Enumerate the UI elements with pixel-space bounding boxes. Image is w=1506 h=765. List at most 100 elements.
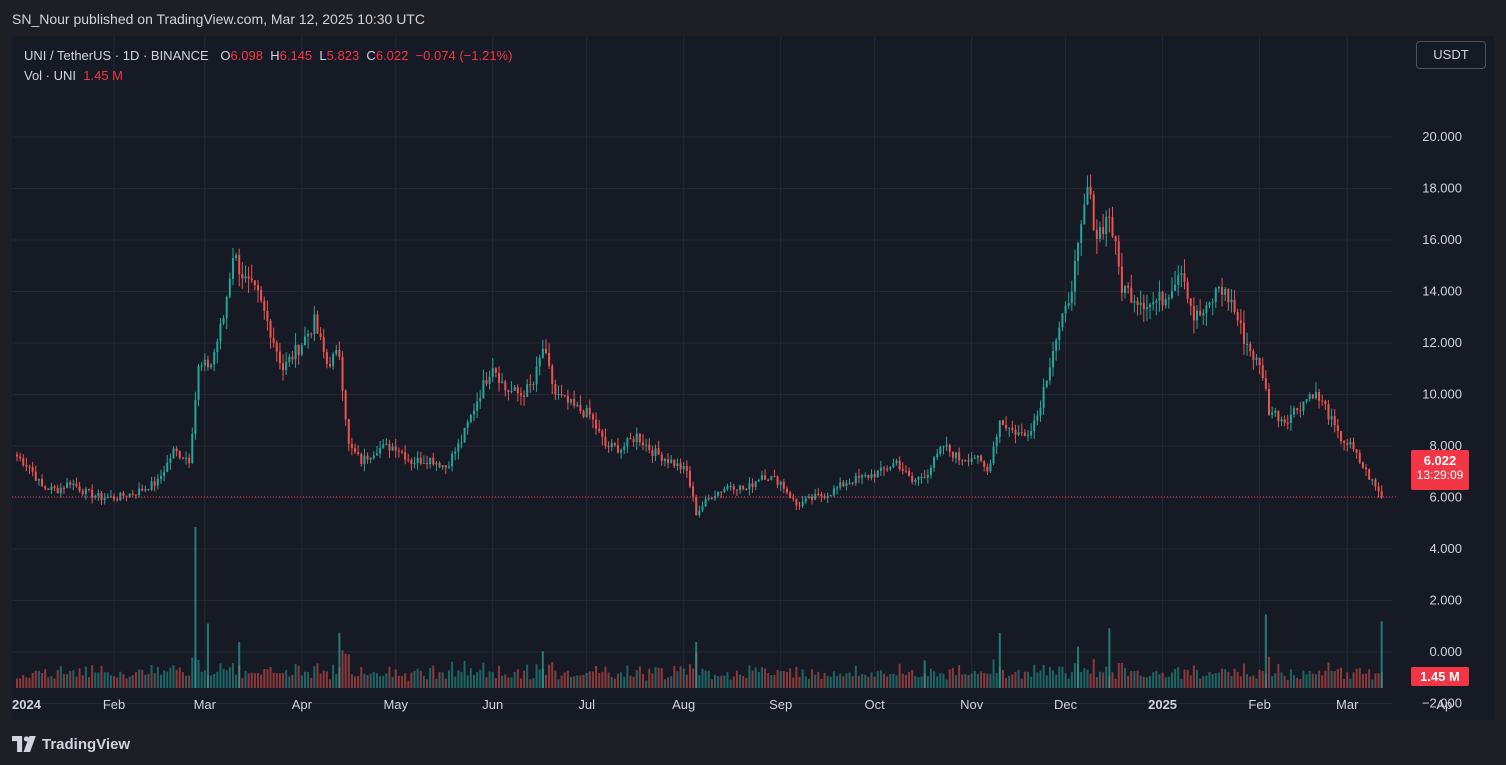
candle-body bbox=[1139, 302, 1142, 305]
volume-bar bbox=[623, 676, 626, 688]
volume-bar bbox=[128, 676, 131, 688]
volume-bar bbox=[995, 672, 998, 688]
volume-bar bbox=[789, 668, 792, 688]
volume-bar bbox=[153, 673, 156, 688]
volume-spike bbox=[1077, 646, 1080, 688]
tradingview-logo-icon[interactable] bbox=[12, 736, 38, 752]
symbol-label[interactable]: UNI / TetherUS · 1D · BINANCE bbox=[24, 48, 209, 63]
candle-body bbox=[955, 452, 957, 458]
x-tick-label: Ap bbox=[1436, 697, 1452, 712]
volume-spike bbox=[1264, 614, 1267, 688]
candle-body bbox=[1230, 299, 1233, 303]
volume-bar bbox=[1205, 675, 1208, 688]
candle-body bbox=[842, 482, 845, 486]
currency-button[interactable]: USDT bbox=[1416, 41, 1486, 69]
candle-body bbox=[225, 296, 228, 319]
volume-bar bbox=[1073, 663, 1076, 688]
candle-body bbox=[657, 448, 660, 455]
volume-bar bbox=[1346, 672, 1349, 688]
volume-bar bbox=[260, 674, 263, 688]
volume-bar bbox=[720, 675, 723, 688]
candle-body bbox=[751, 483, 754, 487]
volume-bar bbox=[122, 674, 125, 688]
candle-body bbox=[216, 341, 219, 353]
volume-bar bbox=[1318, 670, 1321, 688]
candle-body bbox=[1095, 229, 1098, 239]
volume-bar bbox=[854, 665, 857, 688]
candle-body bbox=[1258, 357, 1261, 366]
volume-spike bbox=[1380, 621, 1383, 688]
candle-body bbox=[1052, 351, 1055, 368]
volume-bar bbox=[739, 674, 742, 688]
volume-bar bbox=[1343, 679, 1346, 688]
candle-body bbox=[1205, 305, 1208, 314]
x-tick-label: Apr bbox=[292, 697, 313, 712]
volume-bar bbox=[19, 678, 22, 688]
candle-body bbox=[159, 476, 162, 479]
candle-body bbox=[682, 465, 685, 470]
volume-bar bbox=[501, 675, 504, 688]
volume-bar bbox=[316, 663, 319, 688]
volume-bar bbox=[717, 676, 720, 688]
candle-body bbox=[795, 498, 798, 506]
volume-bar bbox=[413, 670, 416, 688]
volume-bar bbox=[867, 676, 870, 688]
candle-body bbox=[1105, 216, 1108, 234]
volume-bar bbox=[507, 677, 510, 688]
footer-brand[interactable]: TradingView bbox=[42, 735, 131, 753]
candle-body bbox=[1242, 322, 1245, 345]
volume-bar bbox=[335, 674, 338, 688]
candle-body bbox=[116, 499, 119, 501]
price-chart[interactable]: 20.000 18.000 16.000 14.000 12.000 10.000 8.00… bbox=[12, 36, 1494, 720]
volume-bar bbox=[1339, 667, 1342, 688]
change-value: −0.074 (−1.21%) bbox=[415, 48, 513, 63]
volume-bar bbox=[1155, 671, 1158, 688]
candle-body bbox=[1208, 302, 1211, 306]
candle-body bbox=[382, 444, 385, 448]
high-value: 6.145 bbox=[279, 48, 313, 63]
candle-body bbox=[332, 354, 335, 367]
candle-body bbox=[210, 364, 213, 368]
candle-body bbox=[1286, 422, 1289, 424]
volume-bar bbox=[210, 675, 213, 688]
candle-body bbox=[1005, 425, 1008, 429]
volume-bar bbox=[760, 667, 763, 688]
volume-bar bbox=[1196, 670, 1199, 688]
volume-bar bbox=[1036, 672, 1039, 688]
candle-body bbox=[1346, 442, 1349, 445]
candle-body bbox=[563, 395, 566, 397]
volume-bar bbox=[1186, 669, 1189, 688]
volume-bar bbox=[407, 680, 410, 688]
candle-body bbox=[91, 489, 94, 498]
candle-body bbox=[704, 499, 707, 507]
volume-bar bbox=[498, 665, 501, 688]
candle-body bbox=[62, 487, 65, 489]
volume-bar bbox=[1336, 669, 1339, 688]
volume-bar bbox=[219, 663, 222, 688]
volume-bar bbox=[645, 680, 648, 688]
volume-bar bbox=[1239, 676, 1242, 688]
volume-bar bbox=[332, 664, 335, 688]
volume-bar bbox=[84, 666, 87, 688]
volume-bar bbox=[620, 672, 623, 688]
volume-bar bbox=[826, 675, 829, 688]
close-value: 6.022 bbox=[375, 48, 409, 63]
candle-body bbox=[1365, 467, 1368, 470]
candle-body bbox=[798, 505, 801, 507]
candle-body bbox=[1199, 310, 1202, 316]
volume-bar bbox=[876, 671, 879, 688]
volume-label[interactable]: Vol · UNI bbox=[24, 68, 77, 83]
candle-body bbox=[604, 436, 607, 446]
volume-spike bbox=[923, 660, 926, 688]
candle-body bbox=[498, 372, 501, 383]
volume-bar bbox=[241, 678, 244, 688]
volume-bar bbox=[319, 673, 322, 688]
volume-bar bbox=[651, 673, 654, 688]
candle-body bbox=[516, 387, 519, 394]
chart-panel[interactable]: 20.000 18.000 16.000 14.000 12.000 10.000 8.00… bbox=[12, 36, 1494, 720]
y-tick-label: 18.000 bbox=[1422, 181, 1462, 196]
candle-body bbox=[94, 495, 97, 498]
candle-body bbox=[181, 457, 184, 459]
volume-bar bbox=[582, 674, 585, 688]
volume-bar bbox=[213, 674, 216, 688]
